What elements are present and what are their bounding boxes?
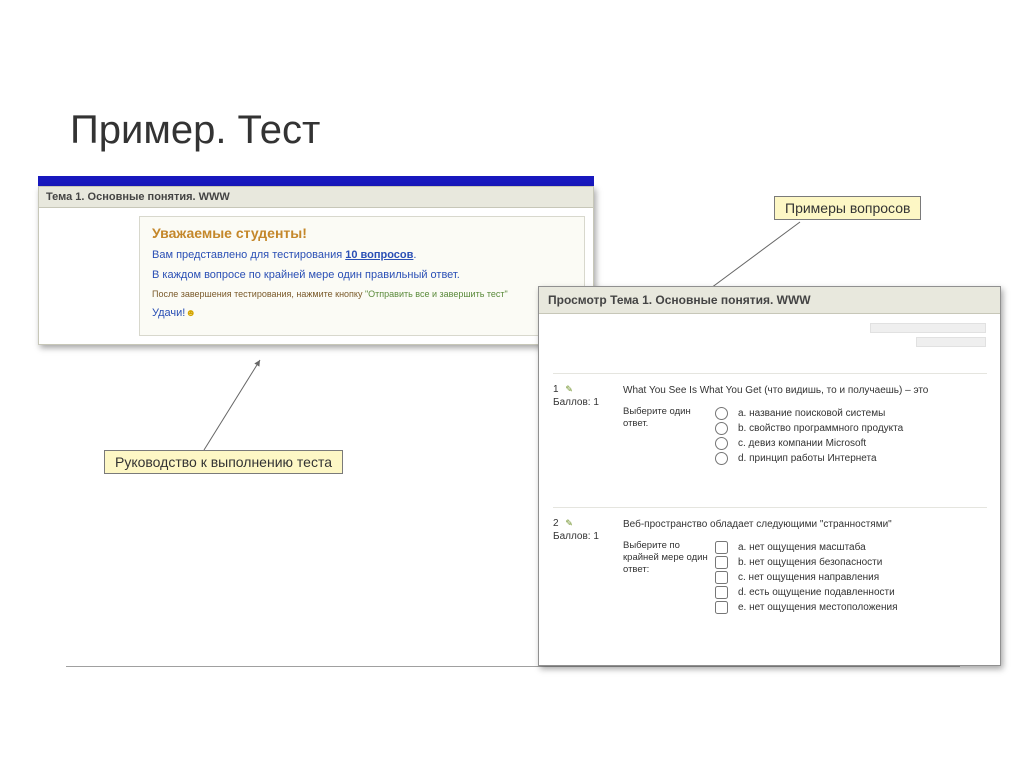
q2-text: Веб-пространство обладает следующими "ст… xyxy=(623,518,987,532)
footer-rule xyxy=(66,666,960,667)
q2-points: Баллов: 1 xyxy=(553,531,623,542)
q2-num-text: 2 xyxy=(553,518,559,529)
instr-line-2: В каждом вопросе по крайней мере один пр… xyxy=(152,269,572,281)
instructions-panel: Тема 1. Основные понятия. WWW Уважаемые … xyxy=(38,186,594,345)
q1-option-a[interactable]: a. название поисковой системы xyxy=(715,406,987,421)
q1-points: Баллов: 1 xyxy=(553,397,623,408)
q1-option-b[interactable]: b. свойство программного продукта xyxy=(715,421,987,436)
q2-opt-e-text: e. нет ощущения местоположения xyxy=(738,602,898,613)
q1-opt-a-text: a. название поисковой системы xyxy=(738,408,885,419)
q1-option-d[interactable]: d. принцип работы Интернета xyxy=(715,451,987,466)
callout-examples: Примеры вопросов xyxy=(774,196,921,220)
q1-opt-c-text: c. девиз компании Microsoft xyxy=(738,438,866,449)
q1-text: What You See Is What You Get (что видишь… xyxy=(623,384,987,398)
good-luck: Удачи!☻ xyxy=(152,307,572,319)
points-label: Баллов: xyxy=(553,397,591,408)
callout-guide: Руководство к выполнению теста xyxy=(104,450,343,474)
q1-options: a. название поисковой системы b. свойств… xyxy=(715,406,987,466)
q2-option-e[interactable]: e. нет ощущения местоположения xyxy=(715,600,987,615)
q1-radio-c[interactable] xyxy=(715,437,728,450)
q2-check-b[interactable] xyxy=(715,556,728,569)
instr-line-1-pre: Вам представлено для тестирования xyxy=(152,249,345,261)
greeting: Уважаемые студенты! xyxy=(152,225,572,241)
q1-num-text: 1 xyxy=(553,384,559,395)
q2-check-e[interactable] xyxy=(715,601,728,614)
instructions-header: Тема 1. Основные понятия. WWW xyxy=(39,187,593,208)
q2-points-value: 1 xyxy=(593,531,599,542)
questions-preview-panel: Просмотр Тема 1. Основные понятия. WWW 1… xyxy=(538,286,1001,666)
preview-header: Просмотр Тема 1. Основные понятия. WWW xyxy=(539,287,1000,314)
q2-opt-b-text: b. нет ощущения безопасности xyxy=(738,557,882,568)
instructions-body: Уважаемые студенты! Вам представлено для… xyxy=(139,216,585,336)
q1-points-value: 1 xyxy=(593,397,599,408)
q2-option-a[interactable]: a. нет ощущения масштаба xyxy=(715,540,987,555)
q2-options: a. нет ощущения масштаба b. нет ощущения… xyxy=(715,540,987,615)
q2-check-d[interactable] xyxy=(715,586,728,599)
q2-check-c[interactable] xyxy=(715,571,728,584)
q2-opt-c-text: c. нет ощущения направления xyxy=(738,572,879,583)
smiley-icon: ☻ xyxy=(185,308,196,319)
q1-option-c[interactable]: c. девиз компании Microsoft xyxy=(715,436,987,451)
slide-title: Пример. Тест xyxy=(70,108,320,153)
instr-line-3-pre: После завершения тестирования, нажмите к… xyxy=(152,289,365,299)
q2-opt-d-text: d. есть ощущение подавленности xyxy=(738,587,895,598)
question-1: 1 ✎ Баллов: 1 What You See Is What You G… xyxy=(553,373,987,466)
q1-number: 1 ✎ xyxy=(553,384,623,395)
q1-radio-b[interactable] xyxy=(715,422,728,435)
placeholder-bar-1 xyxy=(870,323,986,333)
q1-radio-d[interactable] xyxy=(715,452,728,465)
edit-icon[interactable]: ✎ xyxy=(565,384,573,395)
q1-opt-b-text: b. свойство программного продукта xyxy=(738,423,903,434)
q2-opt-a-text: a. нет ощущения масштаба xyxy=(738,542,866,553)
instr-line-3-quote: "Отправить все и завершить тест" xyxy=(365,289,508,299)
q2-option-d[interactable]: d. есть ощущение подавленности xyxy=(715,585,987,600)
edit-icon[interactable]: ✎ xyxy=(565,518,573,529)
instr-line-3: После завершения тестирования, нажмите к… xyxy=(152,289,572,299)
instr-line-1: Вам представлено для тестирования 10 воп… xyxy=(152,249,572,261)
q2-prompt: Выберите по крайней мере один ответ: xyxy=(623,540,715,615)
points-label: Баллов: xyxy=(553,531,591,542)
q1-radio-a[interactable] xyxy=(715,407,728,420)
good-luck-text: Удачи! xyxy=(152,307,185,319)
instr-line-1-post: . xyxy=(413,249,416,261)
q2-check-a[interactable] xyxy=(715,541,728,554)
title-underline xyxy=(38,176,594,186)
q1-opt-d-text: d. принцип работы Интернета xyxy=(738,453,877,464)
q1-prompt: Выберите один ответ. xyxy=(623,406,715,466)
q2-option-c[interactable]: c. нет ощущения направления xyxy=(715,570,987,585)
q2-option-b[interactable]: b. нет ощущения безопасности xyxy=(715,555,987,570)
placeholder-bar-2 xyxy=(916,337,986,347)
q2-number: 2 ✎ xyxy=(553,518,623,529)
question-2: 2 ✎ Баллов: 1 Веб-пространство обладает … xyxy=(553,507,987,615)
question-count-link[interactable]: 10 вопросов xyxy=(345,249,413,261)
